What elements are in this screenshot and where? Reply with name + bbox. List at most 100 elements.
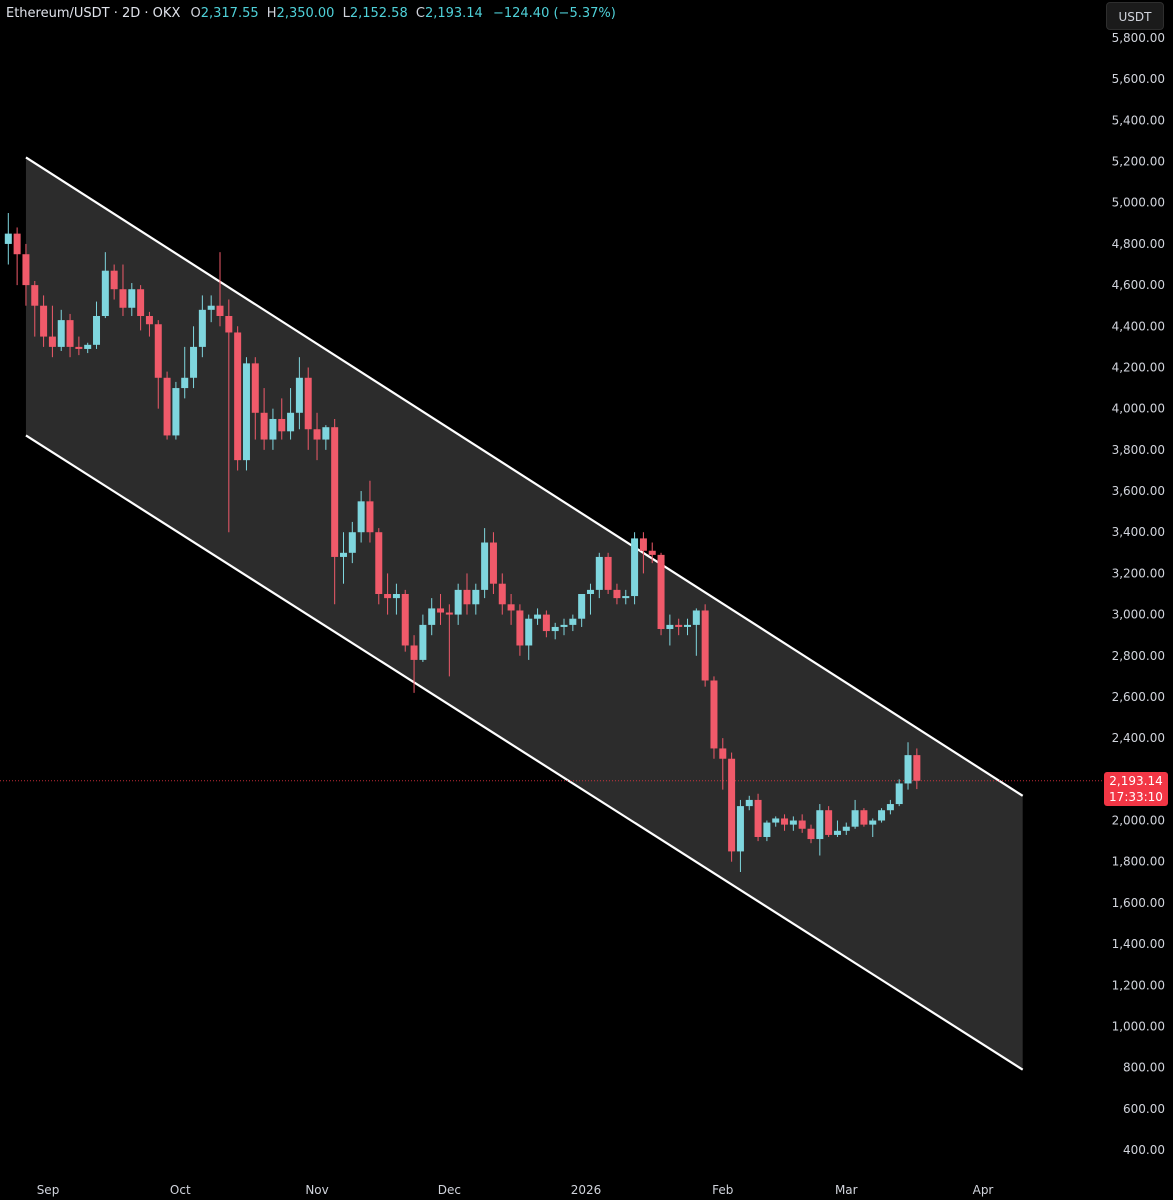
candle[interactable]	[339, 532, 347, 584]
candle[interactable]	[366, 480, 374, 543]
candle[interactable]	[392, 583, 400, 615]
candle[interactable]	[234, 326, 242, 471]
candle[interactable]	[322, 425, 330, 450]
candle[interactable]	[331, 418, 339, 605]
candle[interactable]	[604, 552, 612, 594]
candle[interactable]	[225, 299, 233, 533]
candle[interactable]	[507, 594, 515, 625]
candle[interactable]	[913, 748, 921, 790]
candle[interactable]	[216, 252, 224, 327]
candle[interactable]	[569, 614, 577, 632]
candle[interactable]	[516, 604, 524, 656]
candle[interactable]	[728, 752, 736, 862]
candle[interactable]	[40, 295, 48, 347]
candle[interactable]	[534, 608, 542, 625]
candle[interactable]	[763, 820, 771, 842]
candle[interactable]	[719, 738, 727, 790]
candle[interactable]	[278, 398, 286, 440]
candle[interactable]	[639, 532, 647, 574]
candle[interactable]	[807, 824, 815, 844]
candle[interactable]	[428, 598, 436, 636]
candle[interactable]	[313, 412, 321, 461]
candle[interactable]	[172, 381, 180, 440]
candle[interactable]	[384, 573, 392, 615]
candle[interactable]	[119, 264, 127, 316]
candle[interactable]	[463, 573, 471, 615]
candle[interactable]	[666, 614, 674, 646]
candle[interactable]	[48, 305, 56, 358]
candle[interactable]	[869, 818, 877, 837]
candle[interactable]	[622, 589, 630, 605]
time-axis[interactable]: Sep Oct Nov Dec 2026 Feb Mar Apr	[37, 1183, 994, 1197]
candle[interactable]	[75, 336, 83, 356]
candle[interactable]	[13, 227, 21, 286]
candle[interactable]	[410, 635, 418, 693]
candle[interactable]	[789, 816, 797, 831]
candle[interactable]	[613, 583, 621, 605]
candle[interactable]	[631, 532, 639, 605]
candle[interactable]	[419, 614, 427, 662]
candle[interactable]	[684, 618, 692, 636]
candle[interactable]	[542, 610, 550, 638]
candle[interactable]	[586, 583, 594, 615]
candle[interactable]	[595, 552, 603, 599]
candle[interactable]	[66, 313, 74, 358]
candle[interactable]	[190, 326, 198, 389]
candle[interactable]	[198, 295, 206, 358]
candle[interactable]	[648, 542, 656, 564]
candle[interactable]	[295, 357, 303, 430]
candle[interactable]	[560, 618, 568, 636]
candle[interactable]	[57, 309, 65, 352]
candle[interactable]	[4, 213, 12, 265]
candle[interactable]	[31, 280, 39, 337]
candle[interactable]	[551, 622, 559, 640]
candle[interactable]	[851, 799, 859, 829]
candle[interactable]	[781, 814, 789, 831]
candle[interactable]	[692, 608, 700, 656]
candle[interactable]	[701, 604, 709, 687]
currency-button[interactable]: USDT	[1106, 2, 1164, 30]
candle[interactable]	[251, 357, 259, 440]
candle[interactable]	[825, 806, 833, 837]
candle[interactable]	[816, 804, 824, 856]
candle[interactable]	[489, 532, 497, 594]
candle[interactable]	[886, 799, 894, 815]
candle[interactable]	[772, 816, 780, 827]
candle[interactable]	[842, 822, 850, 835]
candle[interactable]	[904, 742, 912, 790]
candle[interactable]	[445, 604, 453, 677]
candle[interactable]	[657, 552, 665, 636]
channel-upper-line[interactable]	[25, 156, 1024, 797]
candle[interactable]	[357, 491, 365, 543]
price-axis[interactable]: 400.00 600.00 800.00 1,000.00 1,200.00 1,400.…	[1112, 31, 1165, 1157]
candle[interactable]	[578, 594, 586, 627]
candle[interactable]	[736, 799, 744, 872]
candle[interactable]	[745, 795, 753, 811]
candle[interactable]	[472, 583, 480, 615]
candle[interactable]	[895, 779, 903, 807]
candle[interactable]	[401, 589, 409, 652]
candle[interactable]	[437, 594, 445, 625]
candle[interactable]	[454, 583, 462, 625]
candle[interactable]	[287, 388, 295, 440]
candle[interactable]	[525, 614, 533, 660]
candle[interactable]	[137, 285, 145, 331]
candle[interactable]	[798, 814, 806, 833]
candle[interactable]	[348, 521, 356, 564]
candle[interactable]	[498, 573, 506, 615]
channel-lower-line[interactable]	[25, 434, 1024, 1071]
candle[interactable]	[128, 283, 136, 316]
candle[interactable]	[860, 808, 868, 827]
candle[interactable]	[154, 320, 162, 409]
candle[interactable]	[754, 793, 762, 842]
candle[interactable]	[878, 808, 886, 823]
candle[interactable]	[269, 408, 277, 450]
candle[interactable]	[260, 388, 268, 450]
candle[interactable]	[833, 820, 841, 837]
candle[interactable]	[163, 371, 171, 440]
candle[interactable]	[181, 346, 189, 399]
candle[interactable]	[84, 342, 92, 354]
candle[interactable]	[93, 301, 101, 349]
candle[interactable]	[481, 528, 489, 599]
